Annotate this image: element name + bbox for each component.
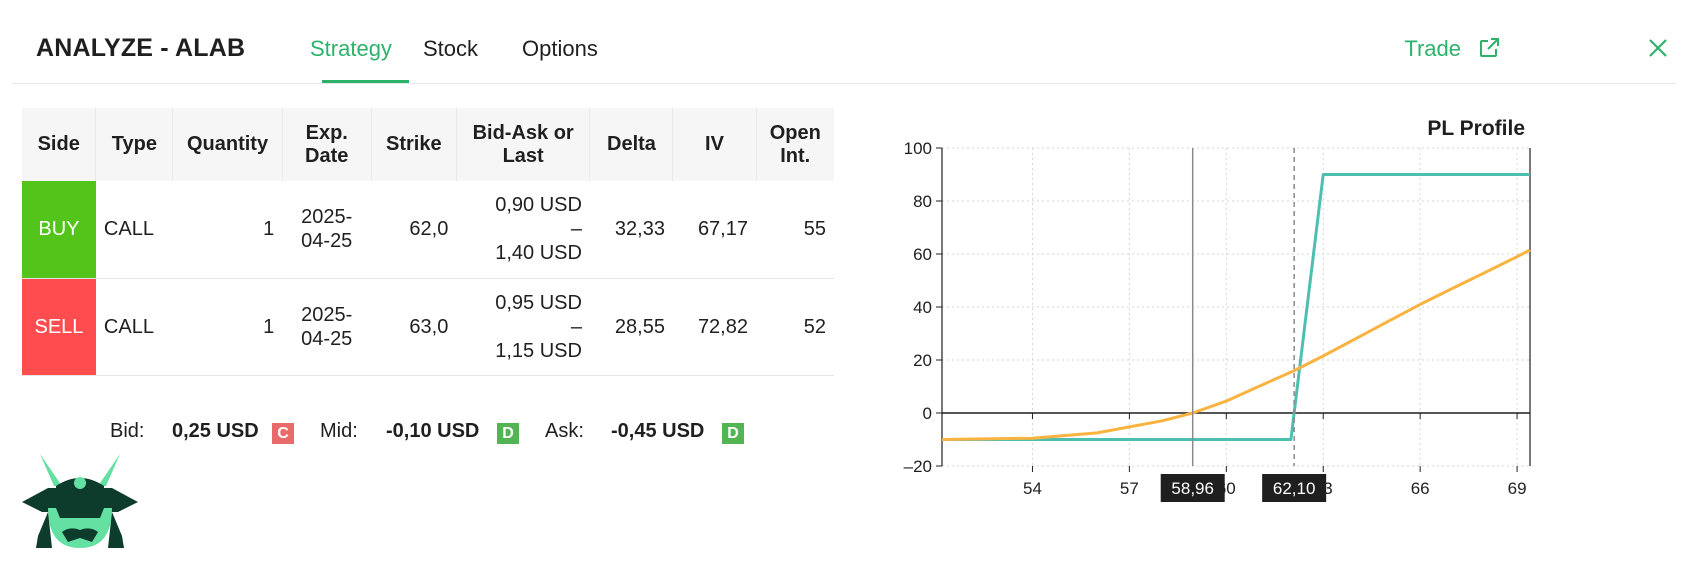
col-header-iv[interactable]: IV <box>672 108 757 181</box>
cell-exp-date: 2025- 04-25 <box>282 181 371 278</box>
tab-stock[interactable]: Stock <box>423 36 479 61</box>
cell-dash: – <box>570 218 582 241</box>
marker-label-box <box>1262 474 1327 502</box>
x-tick-label: 66 <box>1411 479 1430 498</box>
y-tick-label: 60 <box>913 245 932 264</box>
bid-label: Bid: <box>110 420 145 442</box>
cell-iv: 72,82 <box>697 315 748 338</box>
bid-credit-badge: C <box>272 423 294 444</box>
marker-label-box <box>1160 474 1225 502</box>
chart-series <box>941 173 1531 441</box>
table-header-row: Side Type Quantity Exp. Date Strike Bid-A… <box>22 108 834 181</box>
col-header-type[interactable]: Type <box>95 108 174 181</box>
cell-bid: 0,95 USD <box>495 291 582 314</box>
cell-ask: 1,40 USD <box>495 242 582 265</box>
col-header-exp-line1: Exp. <box>305 121 348 144</box>
mid-value: -0,10 USD <box>386 420 480 442</box>
chart-title: PL Profile <box>1427 117 1525 140</box>
col-header-bid-ask[interactable]: Bid-Ask or Last <box>456 108 591 181</box>
x-tick-label: 54 <box>1023 479 1042 498</box>
col-header-exp-line2: Date <box>305 144 349 167</box>
legs-table: Side Type Quantity Exp. Date Strike Bid-A… <box>22 108 834 376</box>
col-header-side[interactable]: Side <box>22 108 97 181</box>
cell-quantity: 1 <box>263 315 275 338</box>
col-header-quantity[interactable]: Quantity <box>172 108 283 181</box>
ask-value: -0,45 USD <box>611 420 705 442</box>
cell-quantity: 1 <box>263 218 275 241</box>
cell-exp-line1: 2025- <box>301 303 353 326</box>
y-tick-label: 40 <box>913 298 932 317</box>
col-header-delta[interactable]: Delta <box>589 108 674 181</box>
y-tick-label: –20 <box>904 457 932 476</box>
chart-axes: –20020406080100545760636669 <box>904 139 1531 498</box>
cell-exp-date: 2025- 04-25 <box>282 278 371 375</box>
close-icon[interactable] <box>1646 36 1670 60</box>
cell-bid: 0,90 USD <box>495 194 582 217</box>
ask-debit-badge: D <box>722 423 744 444</box>
cell-open-int: 52 <box>803 315 826 338</box>
series-line-1 <box>942 173 1530 441</box>
col-header-open-int[interactable]: Open Int. <box>756 108 834 181</box>
page-title: ANALYZE - ALAB <box>36 34 246 62</box>
mid-label: Mid: <box>320 420 358 442</box>
side-badge-buy[interactable]: BUY <box>22 181 96 278</box>
x-tick-label: 57 <box>1120 479 1139 498</box>
external-link-icon[interactable] <box>1477 36 1501 60</box>
tab-strategy[interactable]: Strategy <box>310 36 392 61</box>
header-bar: ANALYZE - ALAB Strategy Stock Options Tr… <box>12 0 1676 84</box>
tab-options[interactable]: Options <box>522 36 598 61</box>
cell-bid-ask: 0,95 USD –1,15 USD <box>456 278 590 375</box>
cell-dash: – <box>570 315 582 338</box>
col-header-bidask-line2: Last <box>502 144 544 167</box>
bid-value: 0,25 USD <box>172 420 259 442</box>
table-row: BUY CALL 1 2025- 04-25 62,0 0,90 USD –1,40… <box>22 181 834 278</box>
table-row: SELL CALL 1 2025- 04-25 63,0 0,95 USD –1,1… <box>22 278 834 375</box>
cell-exp-line2: 04-25 <box>301 327 353 350</box>
ask-label: Ask: <box>545 420 584 442</box>
chart-markers: 58,96 62,10 <box>1160 148 1327 502</box>
x-tick-label: 69 <box>1508 479 1527 498</box>
marker-label: 58,96 <box>1171 479 1214 498</box>
cell-strike: 62,0 <box>409 218 449 241</box>
col-header-openint-line2: Int. <box>780 144 811 167</box>
col-header-bidask-line1: Bid-Ask or <box>472 121 574 144</box>
cell-type: CALL <box>103 315 154 338</box>
cell-exp-line2: 04-25 <box>301 230 353 253</box>
cell-delta: 32,33 <box>614 218 665 241</box>
series-line-2 <box>941 248 1531 441</box>
y-tick-label: 0 <box>923 404 932 423</box>
y-tick-label: 100 <box>904 139 932 158</box>
cell-bid-ask: 0,90 USD –1,40 USD <box>456 181 590 278</box>
cell-delta: 28,55 <box>614 315 665 338</box>
trade-link[interactable]: Trade <box>1404 36 1461 61</box>
cell-open-int: 55 <box>803 218 826 241</box>
cell-iv: 67,17 <box>697 218 748 241</box>
samurai-logo <box>22 454 138 548</box>
col-header-strike[interactable]: Strike <box>371 108 457 181</box>
y-tick-label: 80 <box>913 192 932 211</box>
active-tab-indicator <box>322 80 409 83</box>
cell-type: CALL <box>103 218 154 241</box>
marker-label: 62,10 <box>1273 479 1316 498</box>
mid-debit-badge: D <box>497 423 519 444</box>
col-header-exp-date[interactable]: Exp. Date <box>282 108 372 181</box>
cell-strike: 63,0 <box>409 315 449 338</box>
chart-grid <box>942 147 1530 467</box>
y-tick-label: 20 <box>913 351 932 370</box>
cell-exp-line1: 2025- <box>301 206 353 229</box>
cell-ask: 1,15 USD <box>495 339 582 362</box>
side-badge-sell[interactable]: SELL <box>22 278 96 375</box>
col-header-openint-line1: Open <box>769 121 821 144</box>
